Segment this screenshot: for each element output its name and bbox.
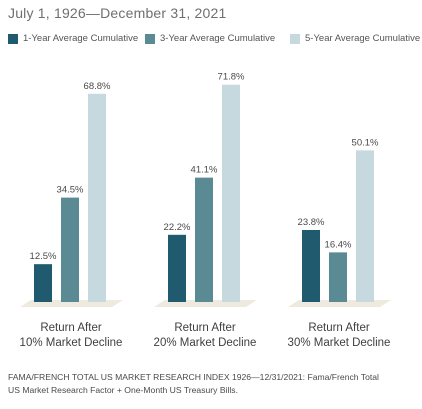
data-label-5-year-group-1: 68.8% bbox=[84, 81, 111, 92]
bar-5-year-group-3 bbox=[356, 150, 374, 302]
chart-legend: 1-Year Average Cumulative 3-Year Average… bbox=[8, 33, 420, 47]
category-label-3-line-2: 30% Market Decline bbox=[288, 337, 391, 349]
legend-swatch-5-year bbox=[290, 33, 300, 44]
bar-3-year-group-3 bbox=[329, 252, 347, 302]
data-label-5-year-group-3: 50.1% bbox=[352, 137, 379, 148]
data-label-3-year-group-1: 34.5% bbox=[57, 185, 84, 196]
legend-label-1-year: 1-Year Average Cumulative bbox=[23, 33, 139, 44]
category-label-2-line-1: Return After bbox=[174, 322, 236, 334]
legend-swatch-1-year bbox=[8, 33, 18, 44]
bar-1-year-group-2 bbox=[168, 234, 186, 302]
bar-3-year-group-2 bbox=[195, 177, 213, 302]
legend-item-5-year: 5-Year Average Cumulative bbox=[290, 33, 420, 44]
data-label-1-year-group-1: 12.5% bbox=[30, 251, 57, 262]
data-label-1-year-group-2: 22.2% bbox=[164, 222, 191, 233]
legend-label-5-year: 5-Year Average Cumulative bbox=[305, 33, 421, 44]
bar-3-year-group-1 bbox=[61, 197, 79, 302]
data-label-3-year-group-3: 16.4% bbox=[325, 239, 352, 250]
category-label-3-line-1: Return After bbox=[308, 322, 370, 334]
footnote: FAMA/FRENCH TOTAL US MARKET RESEARCH IND… bbox=[8, 371, 418, 397]
legend-item-3-year: 3-Year Average Cumulative bbox=[145, 33, 275, 44]
bar-5-year-group-1 bbox=[88, 93, 106, 302]
footnote-line-2: US Market Research Factor + One-Month US… bbox=[8, 385, 238, 395]
bar-chart: 12.5% 34.5% 68.8% Return After 10% Market De… bbox=[20, 72, 391, 349]
bar-1-year-group-3 bbox=[302, 229, 320, 302]
legend-label-3-year: 3-Year Average Cumulative bbox=[160, 33, 276, 44]
bar-5-year-group-2 bbox=[222, 84, 240, 302]
category-label-2-line-2: 20% Market Decline bbox=[154, 337, 257, 349]
data-label-1-year-group-3: 23.8% bbox=[298, 217, 325, 228]
legend-item-1-year: 1-Year Average Cumulative bbox=[8, 33, 138, 44]
category-label-1-line-2: 10% Market Decline bbox=[20, 337, 123, 349]
data-label-3-year-group-2: 41.1% bbox=[191, 165, 218, 176]
chart-subtitle: July 1, 1926—December 31, 2021 bbox=[8, 5, 227, 21]
data-label-5-year-group-2: 71.8% bbox=[218, 72, 245, 83]
legend-swatch-3-year bbox=[145, 33, 155, 44]
footnote-line-1: FAMA/FRENCH TOTAL US MARKET RESEARCH IND… bbox=[8, 372, 379, 382]
bar-1-year-group-1 bbox=[34, 264, 52, 302]
category-label-1-line-1: Return After bbox=[40, 322, 102, 334]
